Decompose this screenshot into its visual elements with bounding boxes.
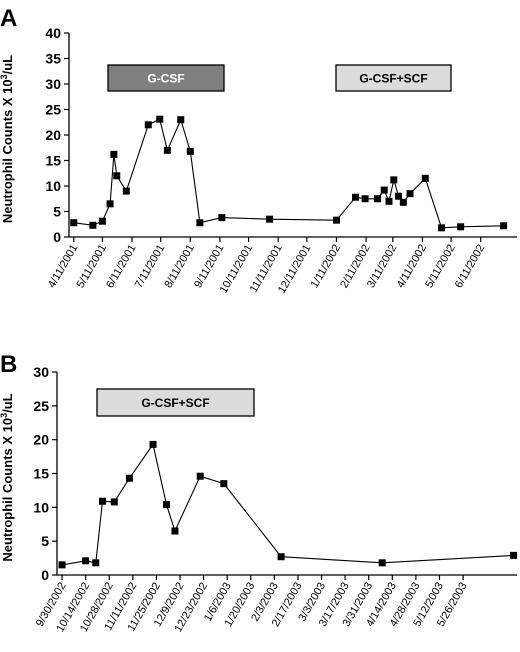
data-point	[361, 195, 369, 203]
data-point	[457, 223, 465, 231]
data-point	[58, 561, 66, 569]
data-point	[500, 222, 508, 230]
y-tick-label: 25	[33, 398, 49, 414]
data-point	[177, 116, 185, 124]
y-tick-label: 10	[33, 499, 49, 515]
series-line	[62, 443, 514, 566]
y-tick-label: 15	[45, 153, 61, 169]
data-point	[220, 480, 228, 488]
data-point	[70, 219, 78, 227]
data-point	[98, 217, 106, 225]
chart-panel-a: A05101520253035404/11/20015/11/20016/11/…	[0, 5, 517, 295]
y-axis-title-unit: /uL	[0, 393, 15, 413]
y-axis-title-text: Neutrophil Counts X 10	[0, 418, 15, 562]
data-point	[106, 200, 114, 208]
data-point	[385, 197, 393, 205]
y-axis-title: Neutrophil Counts X 103/uL	[0, 55, 15, 223]
data-point	[380, 186, 388, 194]
y-tick-label: 25	[45, 102, 61, 118]
data-point	[110, 498, 118, 506]
y-tick-label: 10	[45, 178, 61, 194]
data-point	[98, 497, 106, 505]
data-point	[352, 193, 360, 201]
y-tick-label: 20	[45, 127, 61, 143]
y-axis-title-text: Neutrophil Counts X 10	[0, 79, 15, 223]
annotation-label: G-CSF+SCF	[141, 396, 209, 410]
panel-letter: A	[0, 5, 17, 32]
y-tick-label: 5	[41, 533, 49, 549]
data-point	[149, 440, 157, 448]
y-axis-title-unit: /uL	[0, 55, 15, 75]
data-point	[110, 150, 118, 158]
y-tick-label: 40	[45, 25, 61, 41]
y-tick-label: 20	[33, 432, 49, 448]
data-point	[186, 147, 194, 155]
data-point	[196, 472, 204, 480]
data-point	[438, 224, 446, 232]
annotation-label: G-CSF+SCF	[359, 72, 427, 86]
y-tick-label: 30	[33, 364, 49, 380]
data-point	[82, 557, 90, 565]
data-point	[125, 474, 133, 482]
data-point	[406, 190, 414, 198]
annotation-box	[96, 388, 255, 417]
data-point	[92, 559, 100, 567]
y-axis-title-superscript: 3	[0, 413, 9, 418]
y-tick-label: 15	[33, 466, 49, 482]
y-tick-label: 5	[53, 204, 61, 220]
y-tick-label: 0	[41, 567, 49, 583]
y-axis-title: Neutrophil Counts X 103/uL	[0, 393, 15, 561]
annotation-box	[335, 64, 452, 92]
data-point	[122, 187, 130, 195]
data-point	[218, 214, 226, 222]
data-point	[277, 553, 285, 561]
chart-panel-b: B0510152025309/30/200210/14/200210/28/20…	[0, 351, 518, 634]
y-tick-label: 0	[53, 229, 61, 245]
panel-letter: B	[0, 351, 17, 378]
data-point	[196, 219, 204, 227]
data-point	[144, 121, 152, 129]
annotation-label: G-CSF	[147, 72, 184, 86]
series-line	[73, 118, 504, 229]
data-point	[374, 195, 382, 203]
data-point	[378, 559, 386, 567]
data-point	[163, 501, 171, 509]
data-point	[390, 176, 398, 184]
data-point	[399, 198, 407, 206]
annotation-box	[107, 64, 225, 92]
data-point	[89, 221, 97, 229]
data-point	[163, 146, 171, 154]
y-tick-label: 35	[45, 51, 61, 67]
data-point	[171, 527, 179, 535]
data-point	[156, 115, 164, 123]
y-axis-title-superscript: 3	[0, 74, 9, 79]
data-point	[113, 172, 121, 180]
data-point	[332, 216, 340, 224]
x-tick-label: 6/11/2002	[453, 243, 487, 291]
data-point	[266, 215, 274, 223]
y-tick-label: 30	[45, 76, 61, 92]
data-point	[421, 174, 429, 182]
data-point	[510, 551, 518, 559]
data-point	[395, 192, 403, 200]
